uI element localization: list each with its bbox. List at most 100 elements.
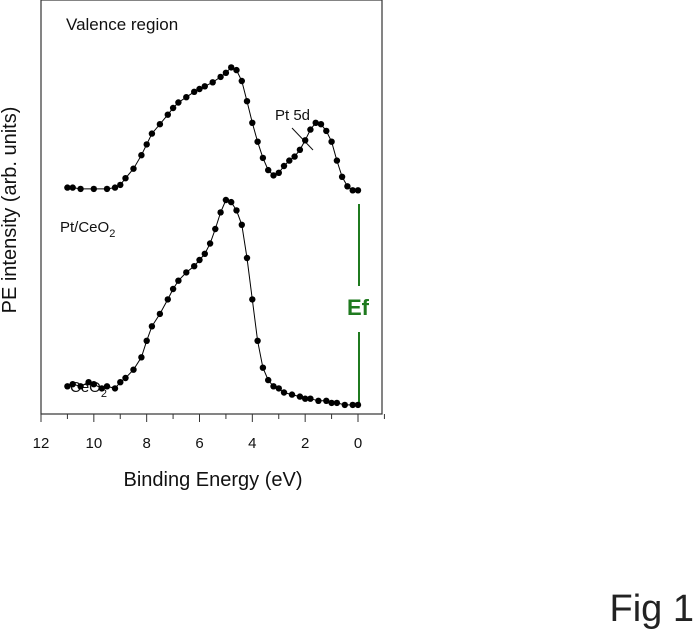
data-point-ceo2 — [288, 391, 296, 398]
x-tick-label: 4 — [248, 435, 256, 452]
data-point-ceo2 — [222, 196, 230, 204]
data-point-pt-ceo2 — [238, 77, 245, 85]
data-point-ceo2 — [138, 354, 145, 361]
data-point-ceo2 — [164, 296, 171, 303]
data-point-ceo2 — [212, 225, 219, 233]
data-point-ceo2 — [206, 240, 214, 247]
data-point-ceo2 — [265, 376, 272, 384]
data-point-pt-ceo2 — [183, 94, 190, 101]
data-point-ceo2 — [333, 399, 341, 407]
data-point-pt-ceo2 — [111, 184, 119, 191]
data-point-ceo2 — [296, 393, 304, 400]
data-point-ceo2 — [90, 381, 98, 388]
data-point-ceo2 — [341, 401, 348, 409]
x-tick-label: 6 — [195, 435, 203, 452]
x-tick-label: 8 — [142, 435, 150, 452]
data-point-pt-ceo2 — [312, 119, 319, 127]
data-point-pt-ceo2 — [130, 165, 137, 172]
data-point-pt-ceo2 — [69, 184, 76, 191]
data-point-ceo2 — [64, 383, 71, 390]
data-point-pt-ceo2 — [90, 185, 98, 193]
data-point-ceo2 — [302, 395, 309, 402]
data-point-ceo2 — [143, 337, 150, 344]
data-point-ceo2 — [196, 256, 203, 264]
data-point-pt-ceo2 — [228, 64, 235, 71]
data-point-ceo2 — [201, 250, 208, 257]
data-point-ceo2 — [69, 381, 76, 388]
x-tick-label: 10 — [85, 435, 102, 452]
data-point-pt-ceo2 — [302, 137, 309, 144]
data-point-pt-ceo2 — [249, 119, 256, 127]
data-point-pt-ceo2 — [175, 99, 182, 106]
fermi-level-label: Ef — [347, 295, 370, 320]
data-point-ceo2 — [148, 323, 156, 330]
x-axis-label: Binding Energy (eV) — [124, 469, 303, 491]
data-point-pt-ceo2 — [286, 157, 293, 164]
data-point-pt-ceo2 — [77, 185, 84, 193]
data-point-pt-ceo2 — [196, 85, 203, 93]
data-point-pt-ceo2 — [328, 138, 335, 145]
data-point-pt-ceo2 — [148, 130, 156, 137]
data-point-pt-ceo2 — [275, 169, 282, 176]
data-point-pt-ceo2 — [307, 126, 314, 133]
data-point-pt-ceo2 — [270, 172, 277, 179]
data-point-ceo2 — [259, 364, 267, 371]
data-point-pt-ceo2 — [117, 181, 124, 189]
data-point-ceo2 — [243, 254, 251, 262]
y-axis-label: PE intensity (arb. units) — [0, 107, 21, 314]
data-point-ceo2 — [85, 379, 92, 386]
data-point-ceo2 — [249, 296, 256, 303]
data-point-pt-ceo2 — [323, 127, 330, 135]
data-point-ceo2 — [217, 209, 224, 216]
data-point-pt-ceo2 — [122, 175, 129, 182]
data-point-pt-ceo2 — [338, 173, 346, 180]
series-label-pt-ceo2: Pt/CeO2 — [60, 219, 115, 240]
data-point-pt-ceo2 — [259, 154, 267, 162]
data-point-pt-ceo2 — [317, 121, 325, 128]
data-point-pt-ceo2 — [143, 141, 150, 148]
data-point-pt-ceo2 — [243, 98, 251, 105]
data-point-ceo2 — [228, 198, 235, 206]
data-point-pt-ceo2 — [354, 187, 362, 194]
x-tick-label: 2 — [301, 435, 309, 452]
data-point-pt-ceo2 — [333, 157, 341, 164]
plot-frame — [40, 0, 383, 415]
data-point-pt-ceo2 — [296, 146, 304, 153]
data-point-pt-ceo2 — [344, 183, 351, 190]
data-point-ceo2 — [307, 395, 314, 402]
data-point-ceo2 — [354, 401, 362, 409]
data-point-ceo2 — [122, 374, 129, 382]
data-point-ceo2 — [156, 310, 164, 318]
data-point-ceo2 — [328, 399, 335, 407]
data-point-ceo2 — [254, 337, 261, 344]
data-point-pt-ceo2 — [169, 104, 177, 112]
data-point-pt-ceo2 — [217, 73, 224, 81]
data-point-pt-ceo2 — [233, 66, 240, 74]
data-point-ceo2 — [183, 269, 190, 276]
chart-title: Valence region — [66, 15, 178, 34]
data-point-pt-ceo2 — [222, 69, 230, 77]
data-point-pt-ceo2 — [209, 79, 216, 86]
data-point-ceo2 — [103, 383, 111, 390]
series-layer — [64, 64, 362, 409]
data-point-ceo2 — [323, 397, 330, 404]
data-point-pt-ceo2 — [254, 138, 261, 145]
data-point-ceo2 — [191, 263, 198, 270]
x-axis-ticks: 12 10 8 6 4 2 0 — [33, 414, 385, 452]
figure-caption: Fig 1 — [609, 588, 694, 630]
data-point-pt-ceo2 — [138, 152, 145, 159]
data-point-ceo2 — [77, 383, 84, 390]
data-point-pt-ceo2 — [103, 185, 111, 193]
data-point-ceo2 — [238, 221, 245, 228]
data-point-pt-ceo2 — [164, 111, 171, 118]
x-tick-label: 0 — [354, 435, 362, 452]
data-point-ceo2 — [111, 385, 119, 392]
pt5d-annotation: Pt 5d — [275, 107, 310, 124]
data-point-pt-ceo2 — [64, 184, 71, 191]
data-point-ceo2 — [233, 207, 240, 214]
data-point-pt-ceo2 — [265, 166, 272, 174]
data-point-pt-ceo2 — [156, 121, 164, 128]
data-point-ceo2 — [275, 385, 282, 392]
data-point-pt-ceo2 — [191, 88, 198, 96]
